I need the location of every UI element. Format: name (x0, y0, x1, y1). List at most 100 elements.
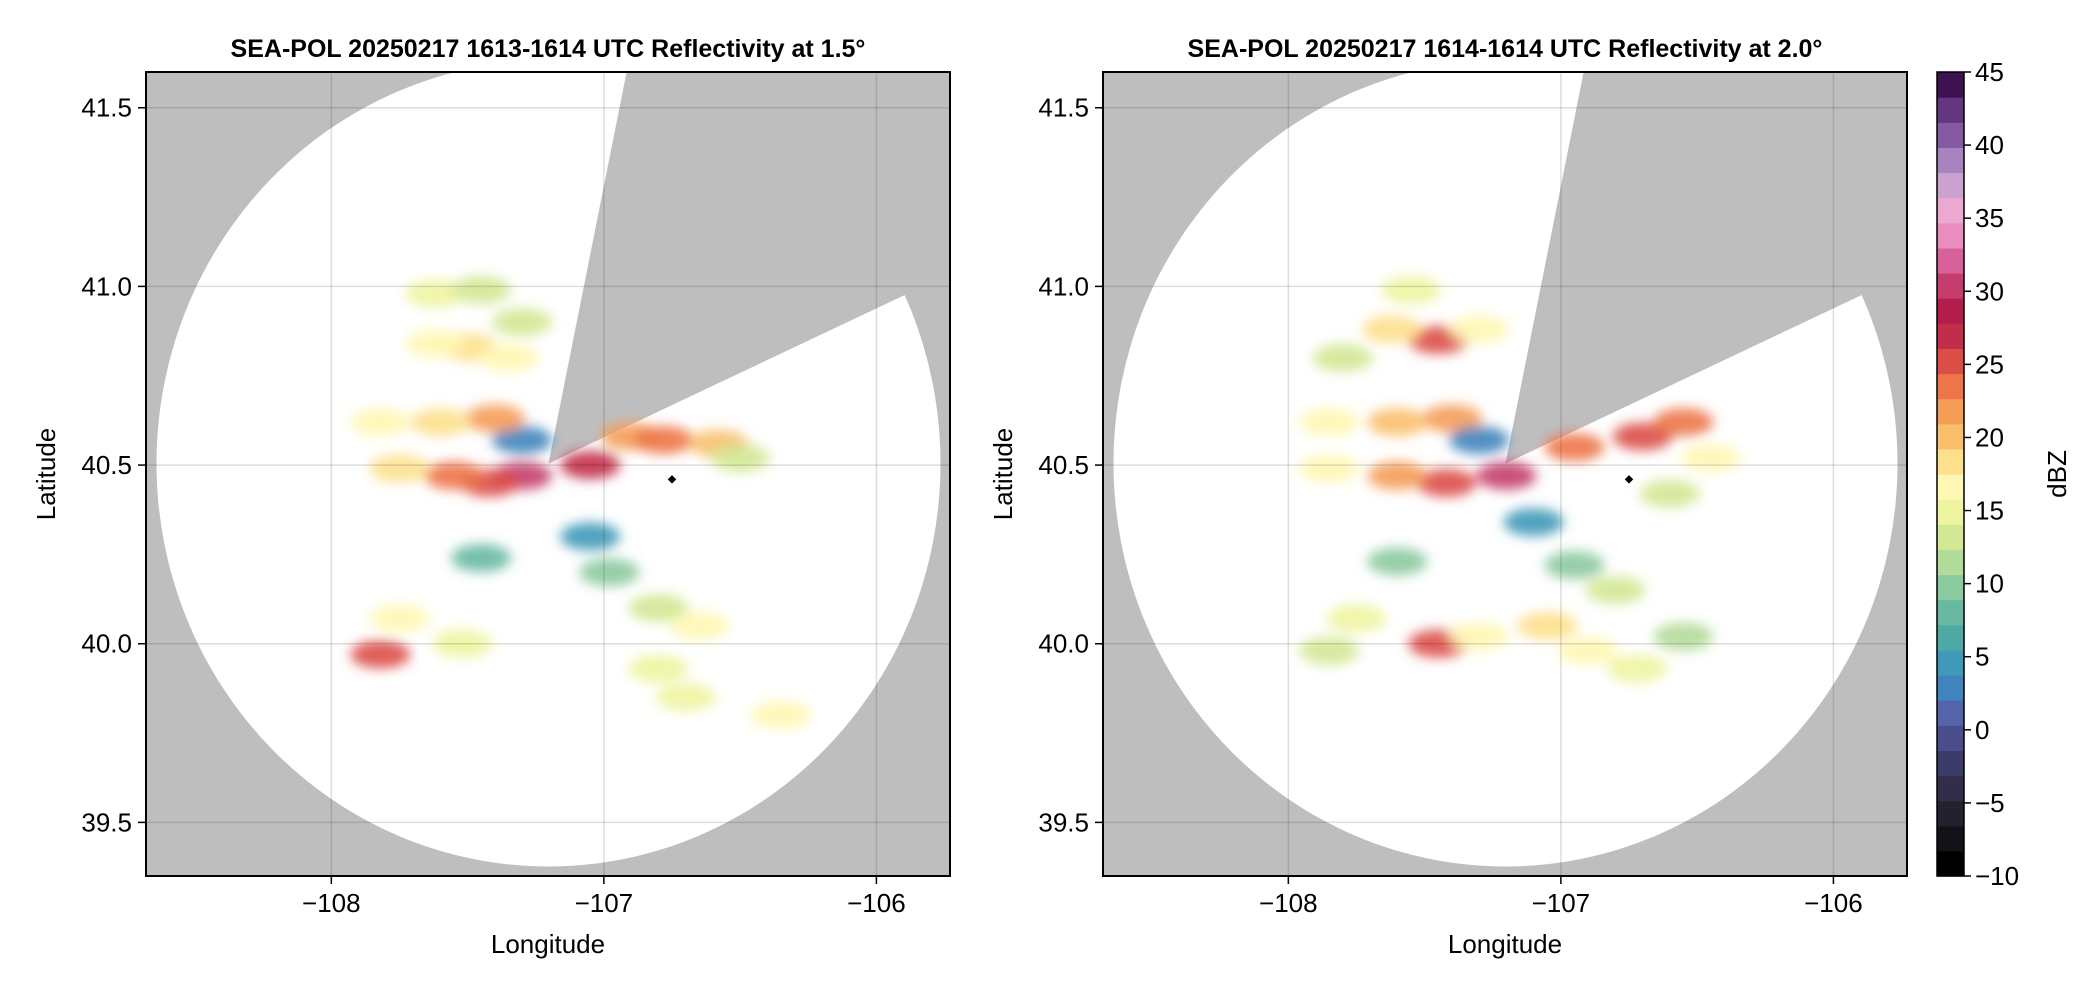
colorbar: −10 −5 0 5 10 15 20 25 30 35 40 45 dBZ (1936, 57, 2072, 891)
panel-right-ytick-label: 40.5 (1038, 450, 1089, 480)
colorbar-swatch (1937, 825, 1964, 852)
colorbar-swatch (1937, 775, 1964, 802)
colorbar-frame (1936, 71, 1965, 877)
echo-cell (1639, 479, 1700, 508)
echo-cell (1449, 622, 1510, 651)
echo-cell (369, 604, 430, 633)
colorbar-swatch (1937, 448, 1964, 475)
colorbar-swatch (1937, 172, 1964, 199)
panel-left-ytick-label: 40.5 (81, 450, 132, 480)
colorbar-tick-label: 20 (1975, 422, 2004, 452)
colorbar-swatch (1937, 675, 1964, 701)
echo-cell (1544, 551, 1605, 580)
colorbar-tick-label: 10 (1975, 569, 2004, 599)
echo-cell (1680, 443, 1741, 472)
echo-cell (404, 329, 465, 358)
echo-cell (1361, 315, 1422, 344)
echo-cell (1449, 426, 1510, 455)
colorbar-swatch (1937, 750, 1964, 777)
panel-left-ticks: −108 −107 −106 39.5 40.0 40.5 41.0 41.5 (81, 93, 905, 918)
panel-left-xtick-label: −107 (575, 888, 634, 918)
echo-cell (492, 426, 553, 455)
echo-cell (560, 451, 621, 480)
colorbar-swatch (1937, 147, 1964, 174)
echo-cell (1299, 454, 1360, 483)
echo-cell (1653, 408, 1714, 437)
echo-cell (451, 276, 512, 304)
colorbar-swatch (1937, 850, 1964, 877)
panel-right-ytick-label: 40.0 (1038, 629, 1089, 659)
panel-right: SEA-POL 20250217 1614-1614 UTC Reflectiv… (988, 35, 1908, 959)
colorbar-tick-label: −10 (1975, 861, 2019, 891)
colorbar-swatch (1937, 649, 1964, 676)
panel-left-site-marker (667, 475, 677, 484)
panel-left-ytick-label: 41.0 (81, 271, 132, 301)
echo-cell (1476, 461, 1537, 490)
echo-cell (1367, 547, 1428, 576)
panel-left-blocked-sector (548, 72, 950, 464)
echo-cell (1421, 404, 1482, 433)
panel-left: SEA-POL 20250217 1613-1614 UTC Reflectiv… (31, 35, 951, 959)
panel-left-xlabel: Longitude (491, 929, 605, 959)
echo-cell (369, 454, 430, 483)
colorbar-swatch (1937, 197, 1964, 224)
colorbar-swatch (1937, 323, 1964, 349)
colorbar-swatch (1937, 599, 1964, 626)
panel-right-ylabel: Latitude (988, 428, 1018, 521)
colorbar-swatch (1937, 348, 1964, 375)
colorbar-swatch (1937, 247, 1964, 274)
colorbar-tick-label: 25 (1975, 349, 2004, 379)
echo-cell (464, 404, 525, 433)
panel-left-ytick-label: 41.5 (81, 93, 132, 123)
colorbar-swatch (1937, 524, 1964, 550)
colorbar-swatch (1937, 423, 1964, 450)
panel-left-grid (146, 72, 950, 876)
panel-left-xtick-label: −106 (847, 888, 906, 918)
panel-right-site-marker (1624, 475, 1634, 484)
colorbar-tick-label: 30 (1975, 276, 2004, 306)
echo-cell (1612, 422, 1673, 451)
echo-cell (451, 544, 512, 572)
colorbar-tick-label: 0 (1975, 715, 1989, 745)
echo-cell (350, 408, 411, 437)
colorbar-swatch (1937, 725, 1964, 751)
echo-cell (633, 426, 694, 455)
colorbar-swatch (1937, 398, 1964, 425)
colorbar-swatch (1937, 549, 1964, 576)
colorbar-swatch (1937, 298, 1964, 324)
echo-cell (350, 640, 411, 669)
colorbar-swatch (1937, 800, 1964, 827)
echo-cell (1449, 315, 1510, 344)
echo-cell (410, 408, 471, 437)
echo-cell (1517, 611, 1578, 640)
panel-right-ticks: −108 −107 −106 39.5 40.0 40.5 41.0 41.5 (1038, 93, 1862, 918)
colorbar-swatch (1937, 97, 1964, 123)
colorbar-swatch (1937, 273, 1964, 299)
echo-cell (710, 443, 771, 472)
colorbar-swatch (1937, 624, 1964, 651)
panel-right-xtick-label: −107 (1532, 888, 1591, 918)
echo-blob-group (350, 276, 811, 730)
echo-cell (1558, 636, 1619, 665)
panel-left-ylabel: Latitude (31, 428, 61, 521)
echo-cell (655, 683, 716, 712)
colorbar-swatch (1937, 72, 1964, 98)
panel-right-xtick-label: −106 (1804, 888, 1863, 918)
panel-right-frame (1102, 71, 1908, 877)
colorbar-swatch (1937, 122, 1964, 148)
echo-cell (1653, 622, 1714, 651)
echo-cell (751, 701, 811, 730)
echo-cell (424, 461, 484, 490)
panel-right-ytick-label: 41.5 (1038, 93, 1089, 123)
echo-cell (1607, 654, 1668, 683)
colorbar-swatches (1937, 72, 1964, 877)
echo-cell (628, 654, 689, 683)
panel-right-xlabel: Longitude (1448, 929, 1562, 959)
panel-right-ytick-label: 41.0 (1038, 271, 1089, 301)
colorbar-ticks: −10 −5 0 5 10 15 20 25 30 35 40 45 (1964, 57, 2019, 891)
echo-cell (404, 279, 465, 308)
echo-cell (1299, 636, 1360, 665)
panel-right-blocked-sector (1505, 72, 1907, 464)
echo-cell (1367, 461, 1428, 490)
